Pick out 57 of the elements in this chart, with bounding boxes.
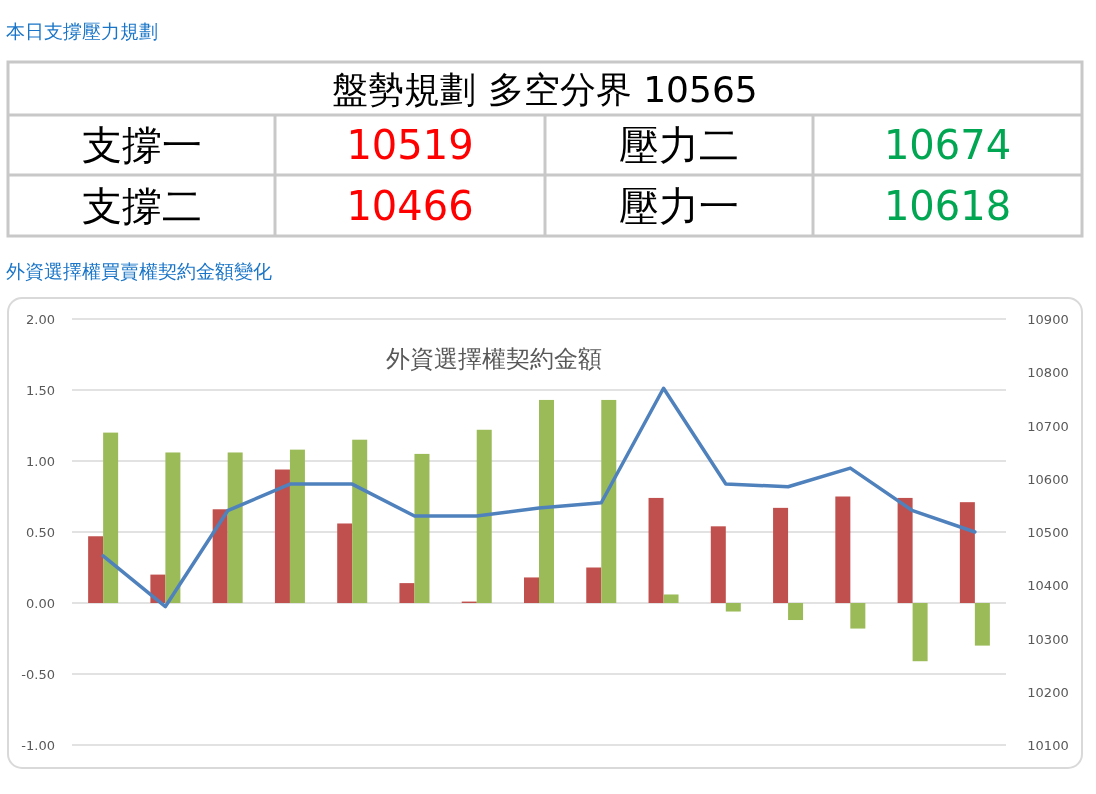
y2-tick-label: 10300	[1027, 631, 1069, 647]
bar	[337, 523, 353, 603]
bar	[289, 449, 305, 603]
bar	[414, 453, 430, 603]
bar	[212, 509, 228, 603]
y-tick-label: 2.00	[26, 312, 55, 327]
y2-tick-label: 10100	[1027, 738, 1069, 753]
bar	[586, 567, 602, 603]
y2-tick-label: 10600	[1027, 471, 1069, 487]
y-tick-label: 1.50	[26, 383, 55, 398]
y-tick-label: 1.00	[26, 454, 55, 469]
bar	[710, 526, 726, 603]
y2-tick-label: 10200	[1027, 684, 1069, 700]
text: 10618	[883, 182, 1012, 229]
text: 盤勢規劃 多空分界 10565	[332, 68, 758, 110]
bar	[897, 497, 913, 603]
bar	[539, 399, 554, 603]
bar	[648, 497, 664, 603]
bar	[959, 502, 975, 603]
text: 壓力一	[619, 182, 739, 229]
text: 本日支撐壓力規劃	[6, 20, 158, 42]
text: 外資選擇權契約金額	[386, 345, 602, 373]
text: 10519	[346, 122, 474, 168]
bar	[88, 536, 104, 603]
bar	[601, 399, 617, 603]
y2-tick-label: 10700	[1027, 418, 1069, 434]
bar	[524, 577, 539, 603]
y-tick-label: -1.00	[21, 738, 55, 753]
y2-tick-label: 10900	[1027, 312, 1069, 327]
bar	[274, 469, 290, 603]
text: 支撐二	[81, 182, 202, 229]
bar	[227, 452, 243, 603]
y-tick-label: 0.00	[26, 596, 55, 611]
text: 10674	[883, 122, 1012, 168]
bar	[788, 603, 804, 621]
y-tick-label: 0.50	[26, 525, 55, 540]
bar	[476, 429, 492, 603]
y2-tick-label: 10500	[1027, 525, 1069, 540]
bar	[974, 603, 990, 646]
bar	[399, 583, 415, 603]
y-tick-label: -0.50	[21, 667, 55, 682]
chart-title: 外資選擇權買賣權契約金額變化	[6, 260, 272, 282]
bar	[835, 496, 851, 603]
y2-tick-label: 10800	[1027, 365, 1069, 381]
text: 支撐一	[81, 122, 202, 168]
bar	[352, 439, 368, 603]
bar	[725, 603, 741, 612]
bar	[773, 507, 789, 603]
text: 壓力二	[619, 122, 739, 168]
bar	[663, 594, 679, 603]
line-series	[101, 386, 977, 609]
bar	[103, 432, 119, 603]
bar	[165, 452, 181, 603]
bar	[912, 603, 928, 662]
bar	[850, 603, 866, 629]
y2-tick-label: 10400	[1027, 578, 1069, 594]
text: 10466	[346, 182, 474, 229]
